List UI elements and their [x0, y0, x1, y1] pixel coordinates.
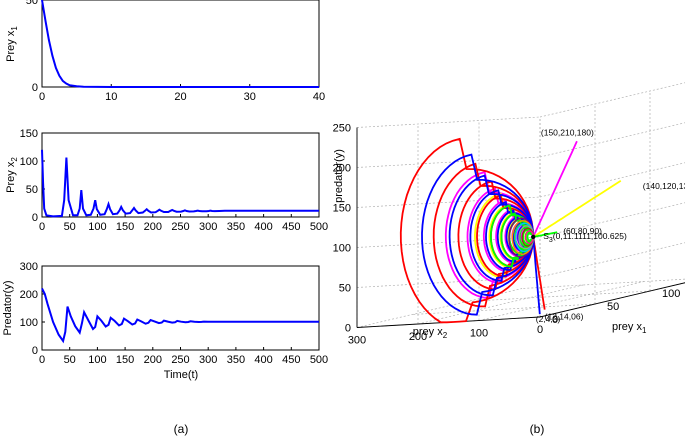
x-tick-label: 150 [116, 221, 134, 233]
x-tick-label: 400 [254, 354, 272, 366]
grid-line [356, 156, 541, 168]
annotation-label: (140,120,130) [643, 181, 685, 191]
trajectory-line [518, 225, 534, 250]
y-tick-label: 50 [26, 184, 38, 196]
x-tick-label: 30 [244, 91, 256, 103]
x-tick-label: 50 [64, 221, 76, 233]
trajectory-line [521, 227, 534, 247]
trajectory-line [515, 222, 534, 253]
z-tick-label: 200 [333, 163, 351, 175]
x-tick-label: 250 [171, 354, 189, 366]
grid-line [539, 202, 685, 238]
z-axis-label: predator(y) [333, 149, 345, 203]
x-tick-label: 350 [227, 221, 245, 233]
annotation-label: (12,14,06) [545, 312, 584, 322]
y-tick-label: 0 [32, 345, 38, 357]
grid-line [466, 290, 651, 302]
grid-line [539, 82, 685, 118]
x-tick-label: 20 [174, 91, 186, 103]
x1-tick-label: 100 [662, 288, 680, 300]
grid-line [539, 162, 685, 198]
x1-tick-label: 50 [607, 301, 619, 313]
x-tick-label: 250 [171, 221, 189, 233]
x-tick-label: 0 [39, 221, 45, 233]
x-tick-label: 400 [254, 221, 272, 233]
axis-line [539, 282, 685, 318]
y-axis-label: Prey x1 [5, 26, 19, 62]
x2-tick-label: 0 [537, 324, 543, 336]
x-tick-label: 300 [199, 221, 217, 233]
z-tick-label: 50 [339, 283, 351, 295]
z-tick-label: 150 [333, 203, 351, 215]
grid-line [539, 122, 685, 158]
x-tick-label: 0 [39, 91, 45, 103]
annotation-label: (60,80,90) [563, 226, 602, 236]
series-line [41, 149, 319, 218]
x-tick-label: 50 [64, 354, 76, 366]
z-tick-label: 100 [333, 243, 351, 255]
x1-axis-label: prey x1 [612, 321, 647, 335]
x-tick-label: 200 [144, 354, 162, 366]
grid-line [356, 196, 541, 208]
caption-b: (b) [530, 422, 545, 436]
x-tick-label: 350 [227, 354, 245, 366]
x-tick-label: 100 [88, 221, 106, 233]
x-tick-label: 450 [282, 354, 300, 366]
x2-tick-label: 200 [409, 331, 427, 343]
annotation-label: (150,210,180) [541, 127, 594, 137]
y-tick-label: 300 [20, 261, 38, 273]
y-tick-label: 200 [20, 289, 38, 301]
z-tick-label: 0 [345, 323, 351, 335]
x-tick-label: 500 [310, 221, 328, 233]
y-tick-label: 100 [20, 317, 38, 329]
x-axis-label: Time(t) [164, 369, 198, 381]
x-tick-label: 0 [39, 354, 45, 366]
chart-predator: 0 50 100 150 200 250 300 350 400 450 500 0 100 200 300… [2, 261, 328, 381]
x-tick-label: 10 [105, 91, 117, 103]
annotation-label: S3(0,11.1111,100.625) [543, 231, 627, 244]
x-tick-label: 500 [310, 354, 328, 366]
x-tick-label: 40 [313, 91, 325, 103]
trajectory-line [508, 217, 534, 258]
grid-line [356, 288, 523, 328]
y-tick-label: 50 [26, 0, 38, 7]
trajectory-line [524, 230, 534, 244]
grid-line [478, 281, 645, 321]
x-tick-label: 200 [144, 221, 162, 233]
annotation-label: (2,4,3) [536, 314, 561, 324]
chart-prey-x1: 0 10 20 30 40 0 50 Prey x1 [5, 0, 325, 103]
y-tick-label: 0 [32, 212, 38, 224]
grid-line [539, 242, 685, 278]
grid-line [417, 284, 584, 325]
chart-phase-3d: 0501001502002500100200300050100150 (150,… [333, 82, 685, 347]
plot-frame [41, 265, 320, 351]
trajectory-line [511, 220, 534, 255]
y-tick-label: 0 [32, 82, 38, 94]
trajectory-line [421, 153, 541, 316]
grid-line [356, 116, 541, 128]
series-line [41, 287, 319, 344]
y-tick-label: 100 [20, 156, 38, 168]
x-tick-label: 150 [116, 354, 134, 366]
grid-line [411, 303, 596, 315]
grid-line [521, 278, 685, 289]
plot-frame [41, 0, 320, 88]
x2-tick-label: 300 [348, 335, 366, 347]
x1-tick-label: 0 [552, 314, 558, 326]
caption-a: (a) [174, 422, 189, 436]
x2-tick-label: 100 [470, 328, 488, 340]
x-tick-label: 450 [282, 221, 300, 233]
equilibrium-point [531, 234, 536, 240]
chart-prey-x2: 0 50 100 150 200 250 300 350 400 450 500050100150 … [5, 128, 328, 233]
x-tick-label: 300 [199, 354, 217, 366]
y-axis-label: Predator(y) [2, 280, 14, 335]
z-tick-label: 250 [333, 123, 351, 135]
series-line [41, 0, 319, 88]
y-tick-label: 150 [20, 128, 38, 140]
x2-axis-label: prey x2 [413, 326, 448, 340]
x-tick-label: 100 [88, 354, 106, 366]
y-axis-label: Prey x2 [5, 157, 19, 193]
